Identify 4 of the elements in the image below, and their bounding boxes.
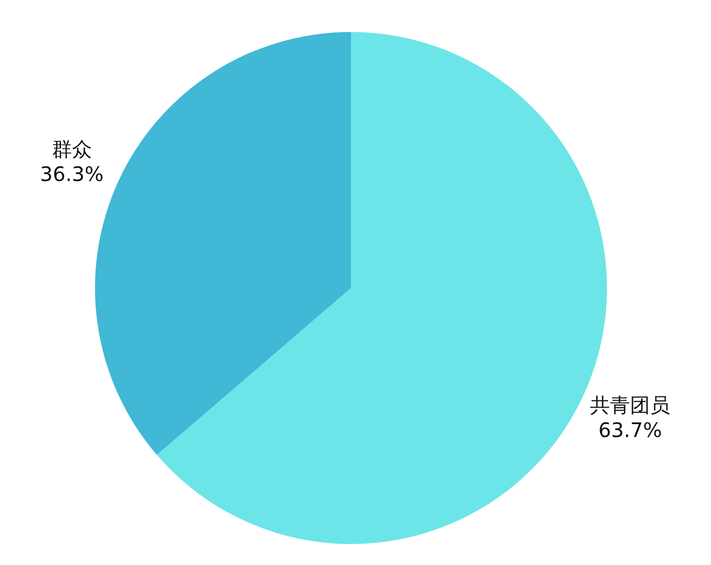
slice-label: 共青团员	[590, 393, 670, 418]
slice-label: 群众	[52, 136, 92, 161]
data-label: 63.7%	[598, 418, 662, 442]
data-label: 36.3%	[40, 162, 104, 186]
